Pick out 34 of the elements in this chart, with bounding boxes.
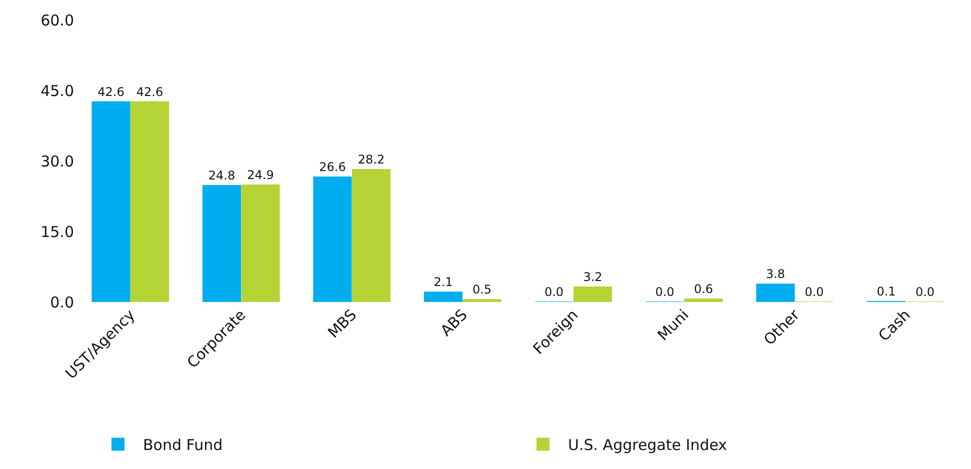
y-tick-label: 0.0 — [50, 293, 74, 312]
bar — [684, 298, 723, 302]
data-label: 26.6 — [319, 160, 346, 174]
data-label: 24.8 — [208, 168, 236, 182]
bar — [573, 286, 612, 302]
bar — [352, 168, 391, 302]
bar — [202, 184, 242, 302]
y-tick-label: 45.0 — [40, 82, 74, 100]
y-tick-label: 15.0 — [40, 222, 74, 241]
data-label: 0.0 — [544, 285, 564, 299]
data-label: 0.0 — [655, 285, 674, 299]
data-label: 3.8 — [766, 267, 786, 282]
y-tick-label: 60.0 — [40, 11, 74, 30]
data-label: 0.0 — [804, 285, 824, 299]
y-tick-label: 30.0 — [40, 152, 74, 170]
data-label: 0.5 — [472, 282, 492, 297]
legend-label: Bond Fund — [143, 436, 223, 454]
bar — [462, 299, 502, 302]
data-label: 2.1 — [434, 275, 453, 290]
bar — [241, 184, 280, 302]
data-label: 28.2 — [358, 152, 385, 166]
data-label: 0.6 — [694, 282, 714, 296]
bar — [130, 101, 170, 302]
data-label: 42.6 — [136, 84, 164, 99]
data-label: 24.9 — [247, 168, 274, 182]
data-label: 42.6 — [98, 84, 124, 99]
data-label: 3.2 — [583, 270, 602, 284]
bar — [424, 292, 463, 302]
bar — [92, 101, 130, 302]
bar — [756, 284, 795, 302]
data-label: 0.1 — [876, 284, 896, 299]
legend-label: U.S. Aggregate Index — [568, 436, 728, 454]
data-label: 0.0 — [915, 285, 935, 299]
bar — [313, 176, 352, 302]
